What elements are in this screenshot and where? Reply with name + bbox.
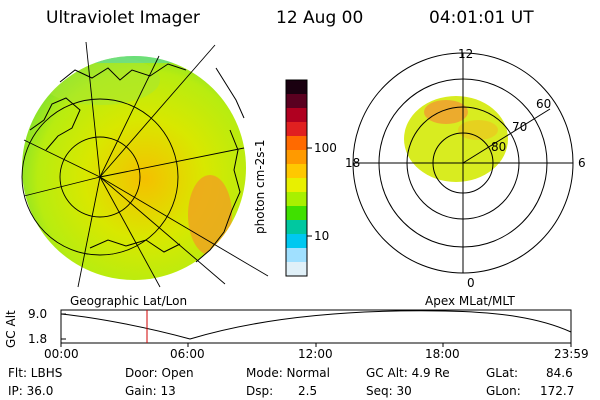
mlat-label-70: 70: [512, 120, 528, 134]
timeline-y-label: GC Alt: [4, 310, 18, 348]
colorbar-band: [286, 262, 307, 277]
gc-alt-param: GC Alt: 4.9 Re: [366, 366, 450, 380]
colorbar-band: [286, 122, 307, 137]
colorbar-band: [286, 164, 307, 179]
time-label: 04:01:01 UT: [429, 8, 534, 28]
seq-param: Seq: 30: [366, 384, 412, 398]
timeline-xtick-0600: 06:00: [170, 347, 205, 361]
colorbar: [286, 80, 307, 277]
door-param: Door: Open: [125, 366, 194, 380]
colorbar-band: [286, 108, 307, 123]
mlat-label-60: 60: [536, 97, 552, 111]
apex-polar-plot: [352, 52, 574, 274]
colorbar-band: [286, 248, 307, 263]
glat-label: GLat:: [486, 366, 519, 380]
timeline-xtick-2359: 23:59: [554, 347, 589, 361]
altitude-curve: [60, 310, 572, 340]
colorbar-tick-100: 100: [314, 141, 337, 155]
colorbar-band: [286, 220, 307, 235]
dsp-value: 2.5: [298, 384, 318, 398]
glon-label: GLon:: [486, 384, 521, 398]
latlon-grid: [21, 41, 269, 288]
mlt-label-0: 0: [467, 276, 475, 290]
colorbar-band: [286, 178, 307, 193]
colorbar-band: [286, 80, 307, 95]
glon-value: 172.7: [540, 384, 575, 398]
dsp-label: Dsp:: [246, 384, 274, 398]
colorbar-band: [286, 94, 307, 109]
colorbar-tick-10: 10: [314, 229, 330, 243]
timeline-xtick-1200: 12:00: [298, 347, 333, 361]
filter-param: Flt: LBHS: [8, 366, 63, 380]
colorbar-band: [286, 192, 307, 207]
mlt-label-12: 12: [458, 47, 474, 61]
date-label: 12 Aug 00: [276, 8, 364, 28]
instrument-title: Ultraviolet Imager: [46, 8, 200, 28]
mode-param: Mode: Normal: [246, 366, 330, 380]
timeline-xtick-1800: 18:00: [425, 347, 460, 361]
colorbar-band: [286, 206, 307, 221]
timeline-xtick-0000: 00:00: [44, 347, 79, 361]
apex-panel-label: Apex MLat/MLT: [425, 294, 515, 308]
ip-param: IP: 36.0: [8, 384, 54, 398]
colorbar-unit-label: photon cm-2s-1: [253, 139, 267, 235]
geo-panel-label: Geographic Lat/Lon: [70, 294, 188, 308]
colorbar-band: [286, 136, 307, 151]
glat-value: 84.6: [546, 366, 573, 380]
gain-param: Gain: 13: [125, 384, 176, 398]
timeline-ytick-1-8: 1.8: [28, 332, 48, 346]
mlat-label-80: 80: [491, 140, 507, 154]
mlt-label-6: 6: [578, 156, 586, 170]
timeline-ytick-9: 9.0: [28, 307, 48, 321]
colorbar-band: [286, 150, 307, 165]
colorbar-band: [286, 234, 307, 249]
mlt-label-18: 18: [345, 156, 361, 170]
